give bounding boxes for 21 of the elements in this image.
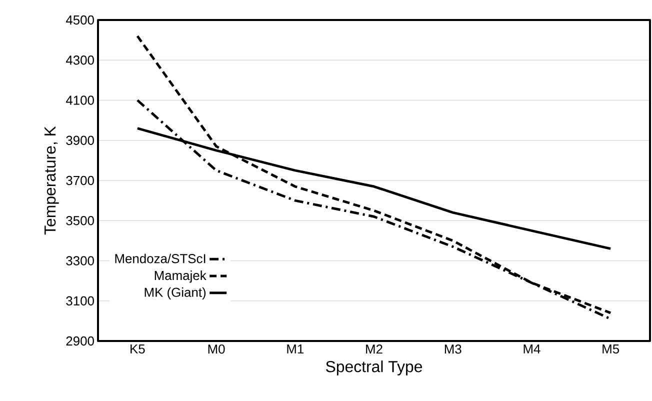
y-axis-title: Temperature, K	[44, 126, 59, 235]
y-tick-label: 3900	[66, 136, 94, 145]
x-tick-label: M5	[602, 344, 620, 354]
y-tick-label: 3500	[66, 216, 94, 226]
x-tick-label: M4	[524, 344, 540, 354]
x-axis-title: Spectral Type	[326, 360, 422, 376]
legend-label: Mamajek	[154, 270, 206, 283]
x-tick-label: K5	[130, 344, 145, 354]
y-tick-label: 2900	[66, 336, 94, 346]
x-tick-label: M2	[366, 344, 382, 354]
y-tick-label: 4100	[66, 96, 94, 105]
x-tick-label: M0	[208, 344, 225, 354]
x-tick-label: M3	[444, 344, 462, 354]
y-tick-label: 3700	[66, 176, 94, 186]
y-tick-label: 3100	[66, 296, 94, 306]
y-tick-label: 3300	[66, 256, 94, 266]
y-tick-label: 4500	[66, 15, 94, 25]
legend-label: Mendoza/STScI	[115, 254, 206, 264]
y-tick-label: 4300	[66, 56, 94, 65]
x-tick-label: M1	[287, 344, 304, 354]
legend-label: MK (Giant)	[144, 287, 206, 300]
